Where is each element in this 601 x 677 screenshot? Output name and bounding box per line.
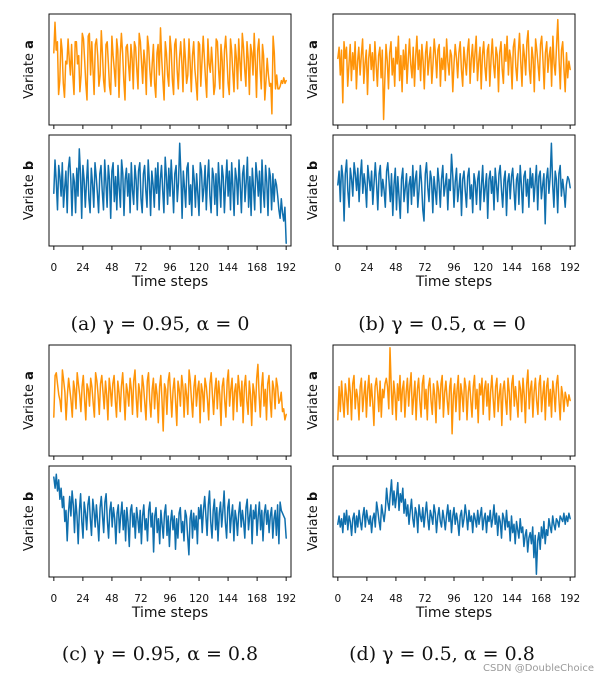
x-tick-label: 72 bbox=[418, 593, 431, 605]
y-axis-label-variable: b bbox=[306, 161, 321, 170]
y-axis-label-prefix: Variate bbox=[306, 170, 321, 220]
subplot-variate-a: Variate a bbox=[306, 344, 576, 460]
x-tick-label: 168 bbox=[531, 262, 551, 274]
y-axis-label-variable: a bbox=[22, 40, 37, 49]
x-tick-label: 192 bbox=[276, 593, 296, 605]
y-axis-label: Variate a bbox=[22, 40, 37, 99]
x-tick-label: 48 bbox=[105, 593, 118, 605]
x-axis-label: Time steps bbox=[415, 274, 492, 290]
x-axis-label: Time steps bbox=[131, 274, 208, 290]
subplot-variate-b: Variate b bbox=[306, 134, 576, 250]
x-axis-label: Time steps bbox=[131, 605, 208, 621]
y-axis-label: Variate b bbox=[22, 492, 37, 551]
y-axis-label-prefix: Variate bbox=[22, 380, 37, 430]
x-tick-label: 24 bbox=[360, 593, 374, 605]
y-axis-label-variable: b bbox=[22, 161, 37, 170]
subplot-variate-a: Variate a bbox=[22, 13, 292, 129]
y-axis-label-prefix: Variate bbox=[22, 49, 37, 99]
x-tick-label: 168 bbox=[531, 593, 551, 605]
series-line-variate-a bbox=[337, 18, 571, 121]
y-axis-label-prefix: Variate bbox=[306, 380, 321, 430]
y-axis-label-variable: a bbox=[306, 40, 321, 49]
x-tick-label: 120 bbox=[189, 593, 209, 605]
x-tick-label: 120 bbox=[473, 593, 493, 605]
series-line-variate-b bbox=[53, 473, 287, 556]
x-tick-label: 48 bbox=[389, 593, 402, 605]
x-tick-label: 96 bbox=[447, 262, 461, 274]
x-tick-label: 144 bbox=[502, 593, 522, 605]
x-tick-label: 0 bbox=[334, 593, 341, 605]
series-line-variate-a bbox=[53, 363, 287, 432]
y-axis-label-prefix: Variate bbox=[22, 170, 37, 220]
x-tick-label: 72 bbox=[134, 593, 147, 605]
subplot-variate-b: Variate b bbox=[22, 134, 292, 250]
x-tick-label: 192 bbox=[276, 262, 296, 274]
x-tick-label: 72 bbox=[418, 262, 431, 274]
x-tick-label: 144 bbox=[218, 593, 238, 605]
figure-caption: (b) γ = 0.5, α = 0 bbox=[358, 313, 526, 335]
y-axis-label-variable: b bbox=[22, 492, 37, 501]
series-line-variate-a bbox=[53, 21, 287, 115]
subplot-variate-a: Variate a bbox=[22, 344, 292, 460]
series-line-variate-b bbox=[337, 479, 571, 575]
y-axis-label: Variate b bbox=[22, 161, 37, 220]
x-tick-label: 0 bbox=[50, 262, 57, 274]
y-axis-label-prefix: Variate bbox=[306, 501, 321, 551]
x-tick-label: 48 bbox=[105, 262, 118, 274]
x-tick-label: 120 bbox=[189, 262, 209, 274]
y-axis-label: Variate a bbox=[306, 371, 321, 430]
x-tick-label: 192 bbox=[560, 593, 580, 605]
x-tick-label: 96 bbox=[163, 593, 177, 605]
y-axis-label: Variate a bbox=[306, 40, 321, 99]
x-tick-label: 24 bbox=[76, 593, 90, 605]
series-line-variate-a bbox=[337, 347, 571, 435]
y-axis-label: Variate a bbox=[22, 371, 37, 430]
x-tick-label: 48 bbox=[389, 262, 402, 274]
subplot-variate-b: Variate b bbox=[22, 465, 292, 581]
y-axis-label-prefix: Variate bbox=[306, 49, 321, 99]
series-line-variate-b bbox=[337, 142, 571, 225]
figure-caption: (c) γ = 0.95, α = 0.8 bbox=[62, 643, 258, 665]
figure-caption: (a) γ = 0.95, α = 0 bbox=[71, 313, 250, 335]
y-axis-label-prefix: Variate bbox=[22, 501, 37, 551]
y-axis-label-variable: a bbox=[306, 371, 321, 380]
x-tick-label: 0 bbox=[334, 262, 341, 274]
y-axis-label-variable: a bbox=[22, 371, 37, 380]
watermark-text: CSDN @DoubleChoice bbox=[483, 663, 594, 674]
subplot-variate-b: Variate b bbox=[306, 465, 576, 581]
x-tick-label: 72 bbox=[134, 262, 147, 274]
y-axis-label: Variate b bbox=[306, 492, 321, 551]
x-tick-label: 96 bbox=[447, 593, 461, 605]
x-tick-label: 24 bbox=[360, 262, 374, 274]
x-tick-label: 144 bbox=[502, 262, 522, 274]
y-axis-label-variable: b bbox=[306, 492, 321, 501]
x-axis-label: Time steps bbox=[415, 605, 492, 621]
x-tick-label: 0 bbox=[50, 593, 57, 605]
x-tick-label: 96 bbox=[163, 262, 177, 274]
subplot-variate-a: Variate a bbox=[306, 13, 576, 129]
x-tick-label: 24 bbox=[76, 262, 90, 274]
series-line-variate-b bbox=[53, 142, 287, 244]
x-tick-label: 144 bbox=[218, 262, 238, 274]
figure-caption: (d) γ = 0.5, α = 0.8 bbox=[349, 643, 535, 665]
x-tick-label: 168 bbox=[247, 593, 267, 605]
x-tick-label: 168 bbox=[247, 262, 267, 274]
x-tick-label: 120 bbox=[473, 262, 493, 274]
y-axis-label: Variate b bbox=[306, 161, 321, 220]
x-tick-label: 192 bbox=[560, 262, 580, 274]
